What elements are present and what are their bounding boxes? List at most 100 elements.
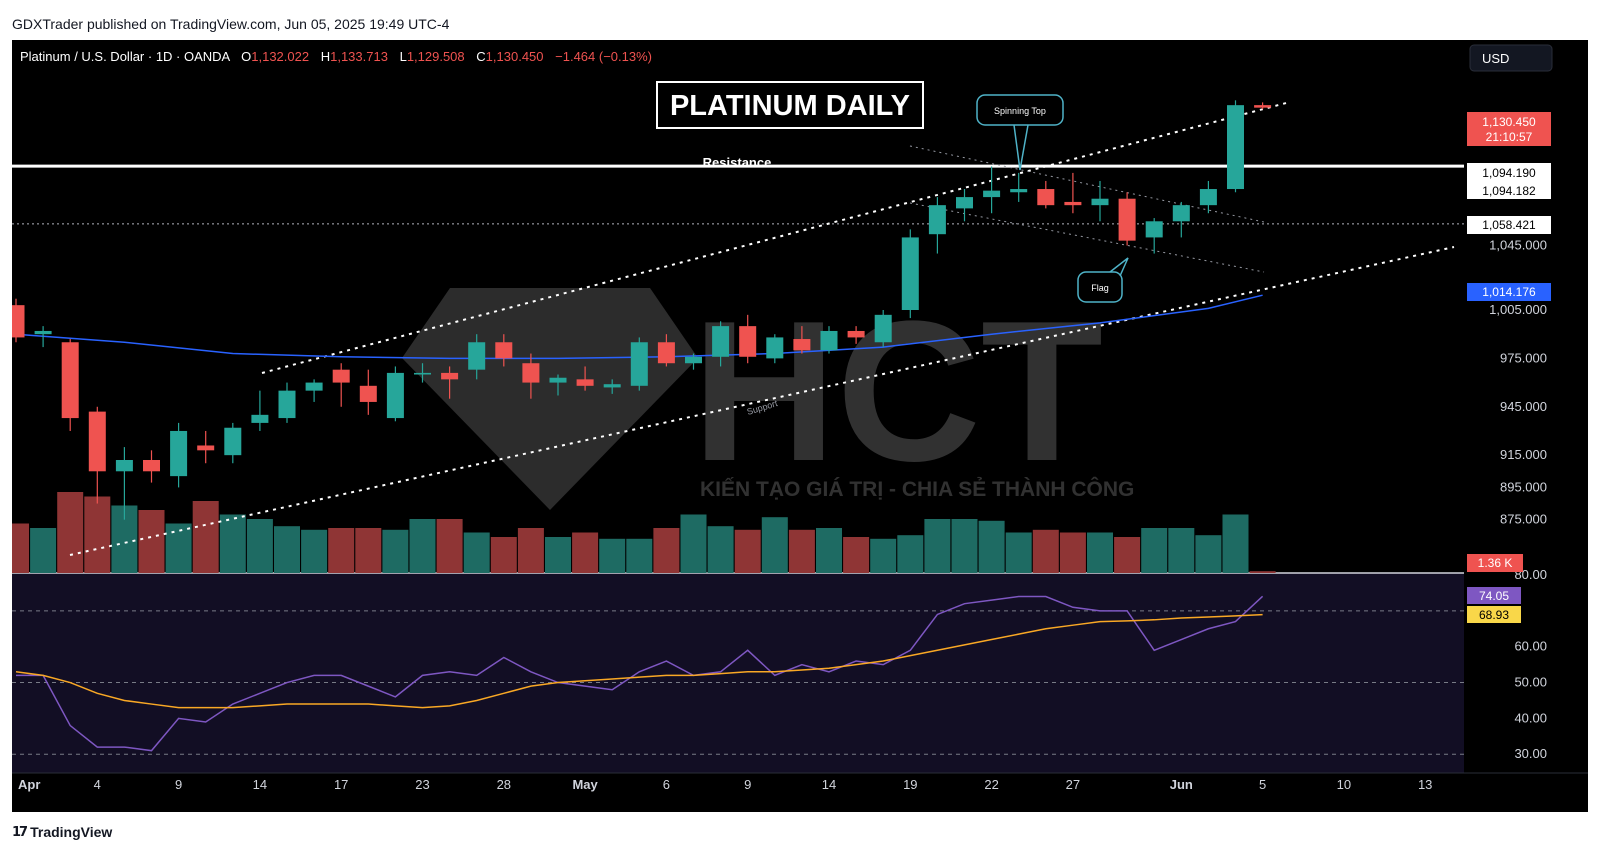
price-axis: 1,045.000 1,005.000 975.000 945.000 915.000 8… [1489, 237, 1547, 761]
volume-bar [3, 523, 29, 573]
candle-body [386, 372, 404, 419]
spinning-top-callout [976, 94, 1064, 126]
price-tick-label: 1,005.000 [1489, 302, 1547, 317]
candle-body [901, 237, 919, 310]
volume-bar [382, 529, 409, 573]
volume-value: 1.36 K [1478, 556, 1513, 570]
volume-bar [572, 532, 599, 573]
volume-bar [57, 492, 84, 573]
time-tick-label: Jun [1170, 777, 1193, 792]
time-tick-label: 13 [1418, 777, 1432, 792]
candle-body [1172, 205, 1190, 222]
candle-body [766, 337, 784, 359]
price-tick-label: 975.000 [1500, 350, 1547, 365]
volume-bar [816, 528, 842, 573]
rsi-lines [12, 595, 1464, 755]
candle-body [983, 190, 1001, 198]
volume-bar [1168, 528, 1195, 573]
price-tick-label: 945.000 [1500, 399, 1547, 414]
volume-bar [219, 514, 246, 573]
volume-bar [1195, 535, 1222, 573]
legend-h-value: 1,133.713 [330, 49, 388, 64]
currency-button-label: USD [1482, 51, 1509, 66]
resistance-badge [1467, 163, 1551, 199]
watermark-tagline: KIẾN TẠO GIÁ TRỊ - CHIA SẺ THÀNH CÔNG [700, 477, 1134, 501]
candle-body [793, 339, 811, 351]
legend-symbol: Platinum / U.S. Dollar · 1D · OANDA [20, 49, 231, 64]
price-tick-label: 1,045.000 [1489, 237, 1547, 252]
time-tick-label: 27 [1066, 777, 1080, 792]
volume-bar [1087, 532, 1113, 573]
watermark-diamond [402, 288, 698, 510]
watermark-logo: HCT [692, 280, 1103, 503]
time-tick-label: Apr [18, 777, 40, 792]
candle-body [115, 460, 133, 472]
rsi-badge [1467, 587, 1521, 604]
chart-panel[interactable]: HCT KIẾN TẠO GIÁ TRỊ - CHIA SẺ THÀNH CÔN… [3, 40, 1588, 812]
candles [7, 100, 1272, 520]
legend-l-value: 1,129.508 [407, 49, 465, 64]
upper-channel-line [261, 101, 1291, 374]
rsi-value: 74.05 [1479, 589, 1509, 603]
candle-body [278, 390, 296, 419]
volume-bar [436, 519, 463, 573]
countdown-value: 21:10:57 [1486, 130, 1533, 144]
volume-bar [328, 528, 355, 573]
volume-bar [274, 526, 300, 573]
time-tick-label: 9 [175, 777, 182, 792]
candle-body [685, 356, 702, 364]
volume-bar [788, 529, 815, 573]
time-tick-label: 19 [903, 777, 917, 792]
flag-callout [1077, 271, 1123, 303]
volume-bar [843, 537, 870, 573]
rsi-ma-value: 68.93 [1479, 608, 1509, 622]
volume-bar [653, 528, 680, 573]
rsi-ma-line [15, 613, 1263, 709]
volume-bar [680, 514, 707, 573]
currency-button[interactable] [1469, 44, 1553, 72]
candle-body [576, 379, 594, 386]
time-tick-label: 9 [744, 777, 751, 792]
volume-bar [1114, 537, 1141, 573]
candle-body [522, 363, 540, 383]
time-tick-label: 6 [663, 777, 670, 792]
candle-body [630, 342, 648, 386]
volume-bar [246, 519, 273, 573]
resistance-label: Resistance [703, 155, 772, 170]
candle-body [874, 314, 892, 343]
time-tick-label: 14 [822, 777, 836, 792]
time-axis: Apr 4 9 14 17 23 28 May 6 9 14 19 22 27 Jun 5 10 13 [18, 777, 1432, 792]
volume-bar [30, 528, 57, 573]
time-tick-label: 10 [1337, 777, 1351, 792]
candle-body [712, 326, 730, 357]
candle-body [197, 445, 215, 451]
volume-bar [517, 528, 544, 573]
candle-body [414, 372, 431, 375]
time-tick-label: 4 [94, 777, 101, 792]
volume-bar [490, 537, 517, 573]
time-tick-label: 17 [334, 777, 348, 792]
volume-bar [1032, 529, 1059, 573]
flag-label: Flag [1091, 283, 1109, 293]
candle-body [143, 460, 160, 472]
legend-l-label: L [400, 49, 407, 64]
rsi-ma-badge [1467, 606, 1521, 623]
volume-bar [1005, 532, 1032, 573]
legend-c-label: C [476, 49, 485, 64]
candle-body [359, 385, 377, 402]
candle-body [34, 330, 52, 335]
tradingview-logo-icon: 𝟭𝟳 [12, 824, 28, 839]
legend-change: −1.464 (−0.13%) [555, 49, 652, 64]
candle-body [603, 384, 621, 388]
volume-bar [165, 523, 192, 573]
candle-body [1199, 189, 1217, 206]
watermark: HCT KIẾN TẠO GIÁ TRỊ - CHIA SẺ THÀNH CÔN… [402, 280, 1134, 510]
candle-body [739, 326, 757, 357]
time-tick-label: 5 [1259, 777, 1266, 792]
rsi-tick-label: 40.00 [1514, 710, 1547, 725]
flag-pointer [1109, 257, 1129, 277]
tradingview-footer[interactable]: 𝟭𝟳 TradingView [12, 824, 112, 840]
price-chart-svg[interactable]: HCT KIẾN TẠO GIÁ TRỊ - CHIA SẺ THÀNH CÔN… [3, 40, 1588, 812]
candle-body [956, 197, 973, 209]
rsi-line [16, 595, 1264, 752]
